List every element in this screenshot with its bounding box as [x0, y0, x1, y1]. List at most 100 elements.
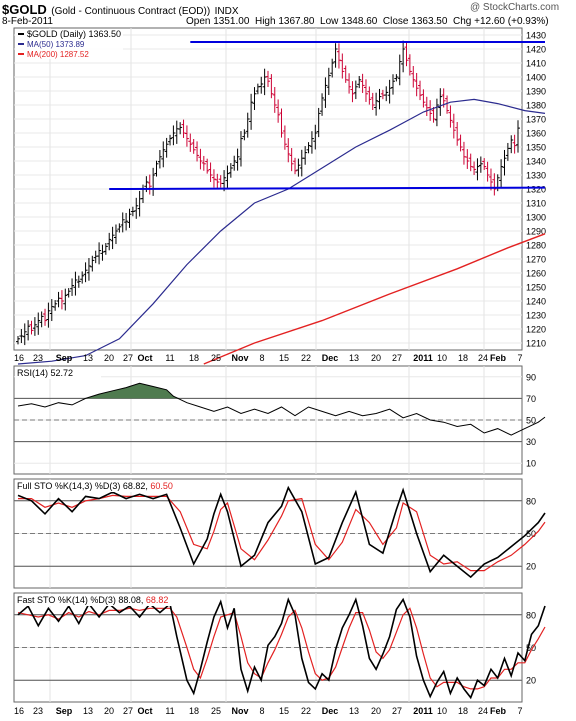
x-axis-label: 24 — [478, 706, 488, 716]
x-axis-label: Sep — [56, 353, 73, 363]
x-axis-label: 22 — [301, 706, 311, 716]
price-y-tick-label: 1350 — [526, 143, 546, 153]
price-y-tick-label: 1220 — [526, 325, 546, 335]
x-axis-label: 16 — [14, 706, 24, 716]
rsi-y-tick-label: 30 — [526, 437, 536, 447]
price-y-tick-label: 1240 — [526, 297, 546, 307]
ma50-line — [17, 98, 546, 365]
x-axis-label: 27 — [123, 353, 133, 363]
x-axis-label: Oct — [137, 706, 152, 716]
close-label: Close — [382, 16, 409, 27]
x-axis-label: Nov — [231, 353, 248, 363]
high-label: High — [254, 16, 276, 27]
full-sto-y-tick-label: 20 — [526, 562, 536, 572]
support-trendline — [109, 186, 546, 190]
x-axis-label: Feb — [490, 706, 507, 716]
fast-sto-y-tick-label: 20 — [526, 676, 536, 686]
fast-sto-y-tick-label: 80 — [526, 610, 536, 620]
chart-symbol-title: $GOLD (Gold - Continuous Contract (EOD))… — [2, 1, 239, 19]
price-y-tick-label: 1290 — [526, 227, 546, 237]
x-axis-label: 27 — [392, 706, 402, 716]
x-axis-label: 13 — [349, 706, 359, 716]
x-axis-label: Oct — [137, 353, 152, 363]
price-y-tick-label: 1230 — [526, 311, 546, 321]
price-y-tick-label: 1310 — [526, 199, 546, 209]
x-axis-label: 10 — [437, 706, 447, 716]
x-axis-label: Sep — [56, 706, 73, 716]
ma200-line — [203, 233, 546, 365]
fast-sto-legend-k: Fast STO %K(14) %D(3) 88.08, — [17, 595, 146, 605]
legend-label: $GOLD (Daily) 1363.50 — [27, 29, 121, 39]
x-axis-label: 15 — [279, 706, 289, 716]
x-axis-label: 11 — [165, 353, 174, 363]
x-axis-label: 13 — [349, 353, 359, 363]
x-axis-label: 15 — [279, 353, 289, 363]
x-axis-label: 2011 — [413, 353, 433, 363]
price-y-tick-label: 1280 — [526, 241, 546, 251]
x-axis-label: 18 — [189, 353, 199, 363]
x-axis-label: 7 — [517, 706, 522, 716]
full-sto-k-line — [17, 485, 546, 579]
x-axis-label: 8 — [259, 706, 264, 716]
ohlc-quote: Open 1351.00 High 1367.80 Low 1348.60 Cl… — [186, 16, 549, 27]
price-y-tick-label: 1260 — [526, 269, 546, 279]
rsi-panel: 10 30 50 70 90 RSI(14) 52.72 — [13, 365, 546, 475]
x-axis-label: 24 — [478, 353, 488, 363]
stockcharts-watermark: @ StockCharts.com — [470, 2, 560, 13]
x-axis-label: 13 — [83, 706, 93, 716]
price-y-tick-label: 1390 — [526, 87, 546, 97]
open-value: 1351.00 — [213, 16, 250, 27]
x-axis-label: 20 — [371, 706, 381, 716]
x-axis-label: Dec — [322, 353, 339, 363]
chg-label: Chg — [452, 16, 472, 27]
chg-value: +12.60 (+0.93%) — [474, 16, 549, 27]
rsi-y-tick-label: 50 — [526, 416, 536, 426]
bottom-x-axis: 16 23 Sep 13 20 27 Oct 11 18 25 Nov 8 15 22 Dec 13 20 27 2… — [14, 706, 523, 716]
legend-label: MA(50) 1373.89 — [27, 40, 85, 49]
x-axis-label: 20 — [371, 353, 381, 363]
fast-sto-d-line — [17, 607, 546, 690]
x-axis-label: 18 — [189, 706, 199, 716]
price-y-tick-label: 1370 — [526, 115, 546, 125]
high-value: 1367.80 — [278, 16, 315, 27]
price-y-tick-label: 1380 — [526, 101, 546, 111]
rsi-y-tick-label: 10 — [526, 459, 536, 469]
price-y-tick-label: 1210 — [526, 339, 546, 349]
price-y-tick-label: 1420 — [526, 45, 546, 55]
full-sto-legend-d: 60.50 — [150, 481, 173, 491]
low-value: 1348.60 — [341, 16, 378, 27]
x-axis-label: Dec — [322, 706, 339, 716]
fast-sto-panel: 20 50 80 Fast STO %K(14) %D(3) 88.08, 68.82 — [13, 592, 546, 703]
x-axis-label: 13 — [83, 353, 93, 363]
x-axis-label: 11 — [165, 706, 174, 716]
symbol-description: (Gold - Continuous Contract (EOD)) — [51, 6, 211, 17]
full-sto-panel: 20 50 80 Full STO %K(14,3) %D(3) 68.82, 60.… — [13, 478, 546, 589]
price-y-tick-label: 1330 — [526, 171, 546, 181]
x-axis-label: 25 — [211, 353, 221, 363]
x-axis-label: 22 — [301, 353, 311, 363]
x-axis-label: 8 — [259, 353, 264, 363]
full-sto-legend-k: Full STO %K(14,3) %D(3) 68.82, — [17, 481, 150, 491]
x-axis-label: 23 — [33, 353, 43, 363]
x-axis-label: 18 — [458, 353, 468, 363]
x-axis-label: 16 — [14, 353, 24, 363]
price-y-tick-label: 1320 — [526, 185, 546, 195]
rsi-line — [17, 382, 546, 436]
x-axis-label: 7 — [517, 353, 522, 363]
fast-sto-y-tick-label: 50 — [526, 643, 536, 653]
exchange: INDX — [214, 6, 239, 17]
full-sto-d-line — [18, 494, 546, 572]
price-y-tick-label: 1410 — [526, 59, 546, 69]
full-sto-y-tick-label: 80 — [526, 496, 536, 506]
x-axis-label: 20 — [104, 353, 114, 363]
x-axis-label: 27 — [123, 706, 133, 716]
price-legend-bg — [15, 29, 123, 59]
x-axis-label: 27 — [392, 353, 402, 363]
fast-sto-legend-bg — [15, 594, 215, 606]
open-label: Open — [186, 16, 211, 27]
legend-label: MA(200) 1287.52 — [27, 50, 89, 59]
x-axis-label: Feb — [490, 353, 507, 363]
rsi-legend-bg — [15, 367, 101, 379]
